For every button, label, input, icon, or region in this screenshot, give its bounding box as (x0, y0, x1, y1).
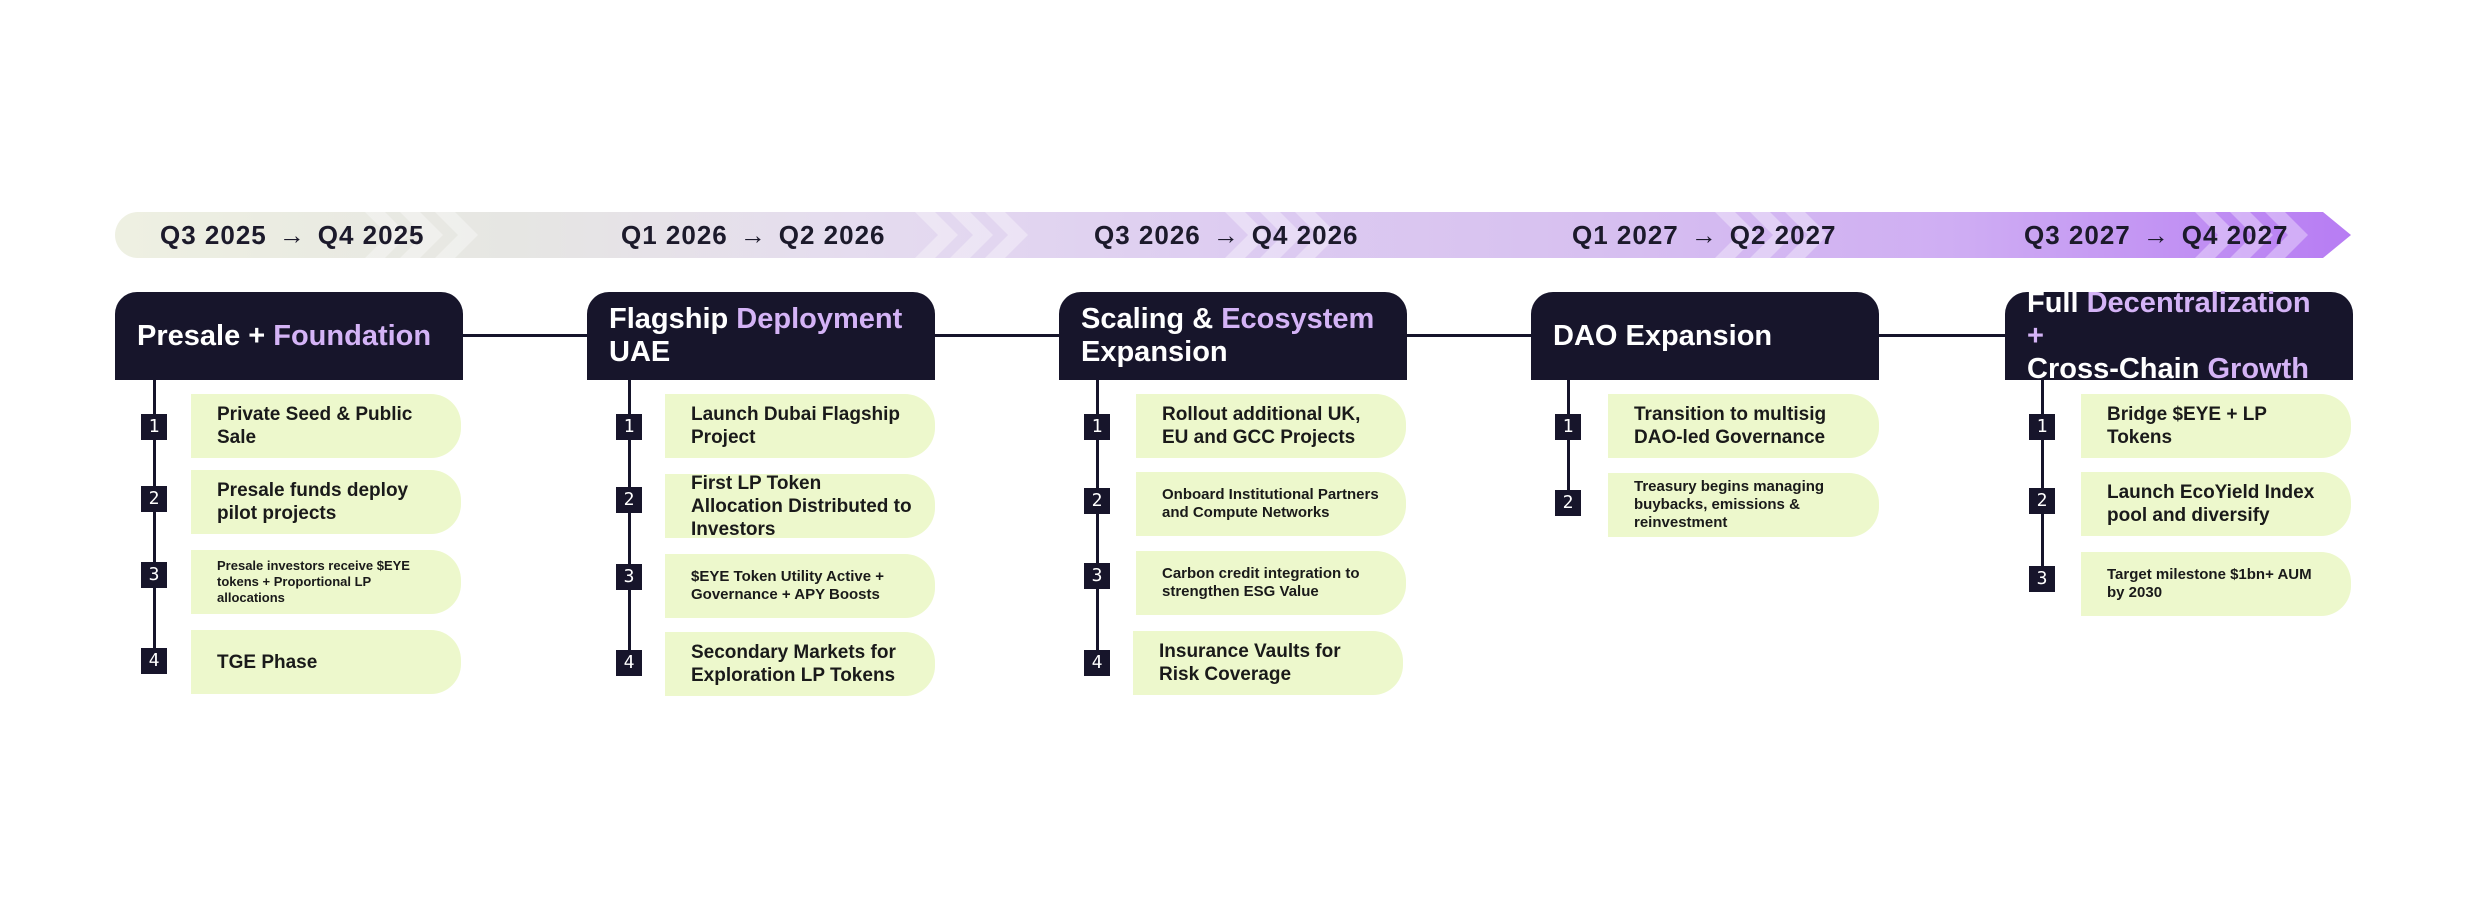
period-5: Q3 2027 → Q4 2027 (2024, 212, 2289, 258)
period-end: Q2 2026 (778, 220, 886, 250)
milestone-item: Treasury begins managing buybacks, emiss… (1608, 473, 1879, 537)
phase-title-highlight: Growth (2207, 352, 2309, 385)
step-number: 1 (1084, 414, 1110, 440)
period-end: Q4 2026 (1251, 220, 1359, 250)
period-start: Q1 2027 (1572, 220, 1679, 250)
phase-5-title: Full Decentralization + Cross-Chain Growt… (2005, 287, 2353, 385)
period-end: Q4 2025 (317, 220, 425, 250)
milestone-item: Carbon credit integration to strengthen … (1136, 551, 1406, 615)
milestone-item: Launch EcoYield Index pool and diversify (2081, 472, 2351, 536)
period-4: Q1 2027 → Q2 2027 (1572, 212, 1837, 258)
period-end: Q2 2027 (1729, 220, 1837, 250)
timeline-chevrons (365, 212, 2308, 258)
phase-4-title: DAO Expansion (1531, 292, 1879, 380)
milestone-item: Insurance Vaults for Risk Coverage (1133, 631, 1403, 695)
phase-title-text: Flagship (609, 303, 737, 335)
step-number: 1 (616, 414, 642, 440)
milestone-item: Secondary Markets for Exploration LP Tok… (665, 632, 935, 696)
arrow-right-icon: → (2142, 220, 2170, 250)
phase-1-title: Presale + Foundation (115, 292, 463, 380)
step-number: 4 (141, 648, 167, 674)
phase-title-text: Presale + (137, 319, 274, 352)
phase-title-text: Scaling & (1081, 303, 1222, 335)
period-end: Q4 2027 (2181, 220, 2289, 250)
step-number: 2 (1555, 490, 1581, 516)
period-2: Q1 2026 → Q2 2026 (621, 212, 886, 258)
phase-connector (1879, 334, 2005, 337)
milestone-item: Rollout additional UK, EU and GCC Projec… (1136, 394, 1406, 458)
step-number: 2 (141, 486, 167, 512)
period-start: Q3 2026 (1094, 220, 1201, 250)
milestone-item: Bridge $EYE + LP Tokens (2081, 394, 2351, 458)
step-number: 1 (141, 414, 167, 440)
step-number: 3 (141, 562, 167, 588)
phase-title-text: Full (2027, 286, 2087, 319)
phase-title-highlight: Decentralization + (2027, 286, 2311, 352)
phase-connector (1407, 334, 1531, 337)
milestone-item: Private Seed & Public Sale (191, 394, 461, 458)
period-start: Q1 2026 (621, 220, 728, 250)
phase-connector (935, 334, 1059, 337)
period-start: Q3 2027 (2024, 220, 2131, 250)
period-1: Q3 2025 → Q4 2025 (160, 212, 425, 258)
arrow-right-icon: → (1212, 220, 1240, 250)
step-number: 2 (616, 487, 642, 513)
phase-title-text: Expansion (1081, 336, 1228, 368)
step-number: 1 (1555, 414, 1581, 440)
step-number: 2 (2029, 488, 2055, 514)
step-number: 1 (2029, 414, 2055, 440)
phase-title-text: UAE (609, 336, 671, 368)
milestone-item: Transition to multisig DAO-led Governanc… (1608, 394, 1879, 458)
phase-title-text: DAO Expansion (1553, 319, 1773, 352)
arrow-right-icon: → (278, 220, 306, 250)
step-number: 3 (616, 564, 642, 590)
phase-title-highlight: Deployment (736, 303, 903, 335)
phase-2-spine (628, 380, 631, 663)
milestone-item: Launch Dubai Flagship Project (665, 394, 935, 458)
phase-1-spine (153, 380, 156, 663)
milestone-item: Presale investors receive $EYE tokens + … (191, 550, 461, 614)
milestone-item: $EYE Token Utility Active + Governance +… (665, 554, 935, 618)
phase-3-spine (1096, 380, 1099, 663)
phase-3-title: Scaling & Ecosystem Expansion (1059, 292, 1407, 380)
step-number: 3 (2029, 566, 2055, 592)
phase-title-highlight: Ecosystem (1221, 303, 1375, 335)
period-3: Q3 2026 → Q4 2026 (1094, 212, 1359, 258)
milestone-item: TGE Phase (191, 630, 461, 694)
period-start: Q3 2025 (160, 220, 267, 250)
milestone-item: First LP Token Allocation Distributed to… (665, 473, 935, 540)
step-number: 4 (616, 650, 642, 676)
arrow-right-icon: → (739, 220, 767, 250)
timeline-band (115, 212, 2351, 258)
milestone-item: Onboard Institutional Partners and Compu… (1136, 472, 1406, 536)
step-number: 3 (1084, 563, 1110, 589)
phase-2-title: Flagship Deployment UAE (587, 292, 935, 380)
phase-connector (463, 334, 587, 337)
arrow-right-icon: → (1690, 220, 1718, 250)
phase-4-spine (1567, 380, 1570, 503)
step-number: 2 (1084, 488, 1110, 514)
phase-5-spine (2041, 380, 2044, 580)
phase-title-text: Cross-Chain (2027, 352, 2208, 385)
milestone-item: Target milestone $1bn+ AUM by 2030 (2081, 552, 2351, 616)
milestone-item: Presale funds deploy pilot projects (191, 470, 461, 534)
step-number: 4 (1084, 650, 1110, 676)
phase-title-highlight: Foundation (273, 319, 432, 352)
